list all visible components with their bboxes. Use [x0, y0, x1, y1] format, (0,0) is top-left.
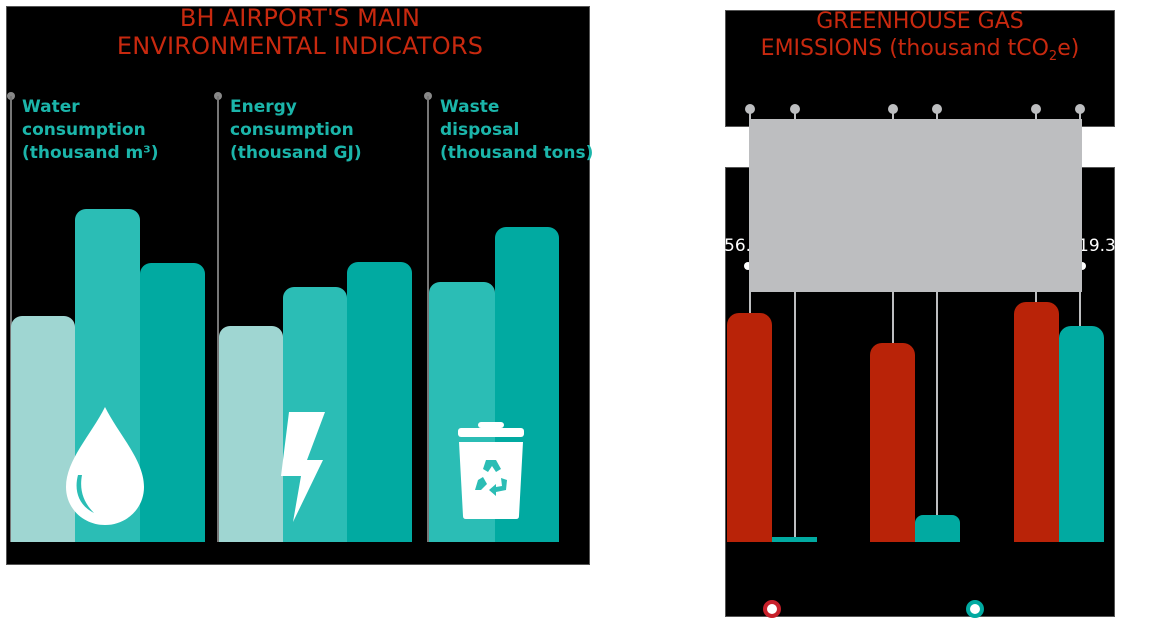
value-label-right-partial: 19.3: [1078, 236, 1116, 256]
left-chart-title: BH AIRPORT'S MAIN ENVIRONMENTAL INDICATO…: [0, 4, 600, 60]
value-marker-left: [744, 262, 752, 270]
emission-bar-teal-2: [915, 515, 960, 542]
pin-dot-4: [932, 104, 942, 114]
indicator-label-water: Water consumption (thousand m³): [22, 97, 159, 163]
bar-water-period1: [11, 316, 75, 542]
legend-marker-red: [763, 600, 781, 618]
pin-dot-6: [1075, 104, 1085, 114]
indicator-line-waste: [427, 96, 429, 542]
pin-line-2: [794, 110, 796, 538]
bar-energy-period1: [219, 326, 283, 542]
emissions-header-panel: [725, 10, 1115, 127]
pin-dot-5: [1031, 104, 1041, 114]
indicator-label-waste: Waste disposal (thousand tons): [440, 97, 594, 163]
water-drop-icon: [64, 405, 146, 527]
indicator-line-energy: [217, 96, 219, 542]
pin-dot-3: [888, 104, 898, 114]
value-marker-right: [1078, 262, 1086, 270]
bar-water-period3: [140, 263, 205, 542]
emission-bar-red-2: [870, 343, 915, 542]
emission-bar-red-1: [727, 313, 772, 542]
left-title-line2: ENVIRONMENTAL INDICATORS: [116, 32, 484, 60]
bar-energy-period3: [347, 262, 412, 542]
gray-overlay-block: [749, 119, 1082, 292]
right-chart-title: GREENHOUSE GAS EMISSIONS (thousand tCO2e…: [725, 8, 1115, 64]
left-title-line1: BH AIRPORT'S MAIN: [179, 4, 421, 32]
emission-bar-teal-1: [772, 537, 817, 542]
pin-dot-1: [745, 104, 755, 114]
value-label-left-partial: 56.: [724, 236, 752, 256]
emission-bar-teal-3: [1059, 326, 1104, 542]
pin-line-4: [936, 110, 938, 516]
emission-bar-red-3: [1014, 302, 1059, 542]
indicator-label-energy: Energy consumption (thousand GJ): [230, 97, 362, 163]
pin-dot-2: [790, 104, 800, 114]
indicator-line-water: [10, 96, 12, 542]
right-title-line1: GREENHOUSE GAS: [816, 9, 1024, 34]
lightning-bolt-icon: [281, 412, 327, 522]
recycle-bin-icon: [456, 422, 526, 520]
right-title-line2: EMISSIONS (thousand tCO2e): [760, 36, 1080, 64]
legend-marker-teal: [966, 600, 984, 618]
